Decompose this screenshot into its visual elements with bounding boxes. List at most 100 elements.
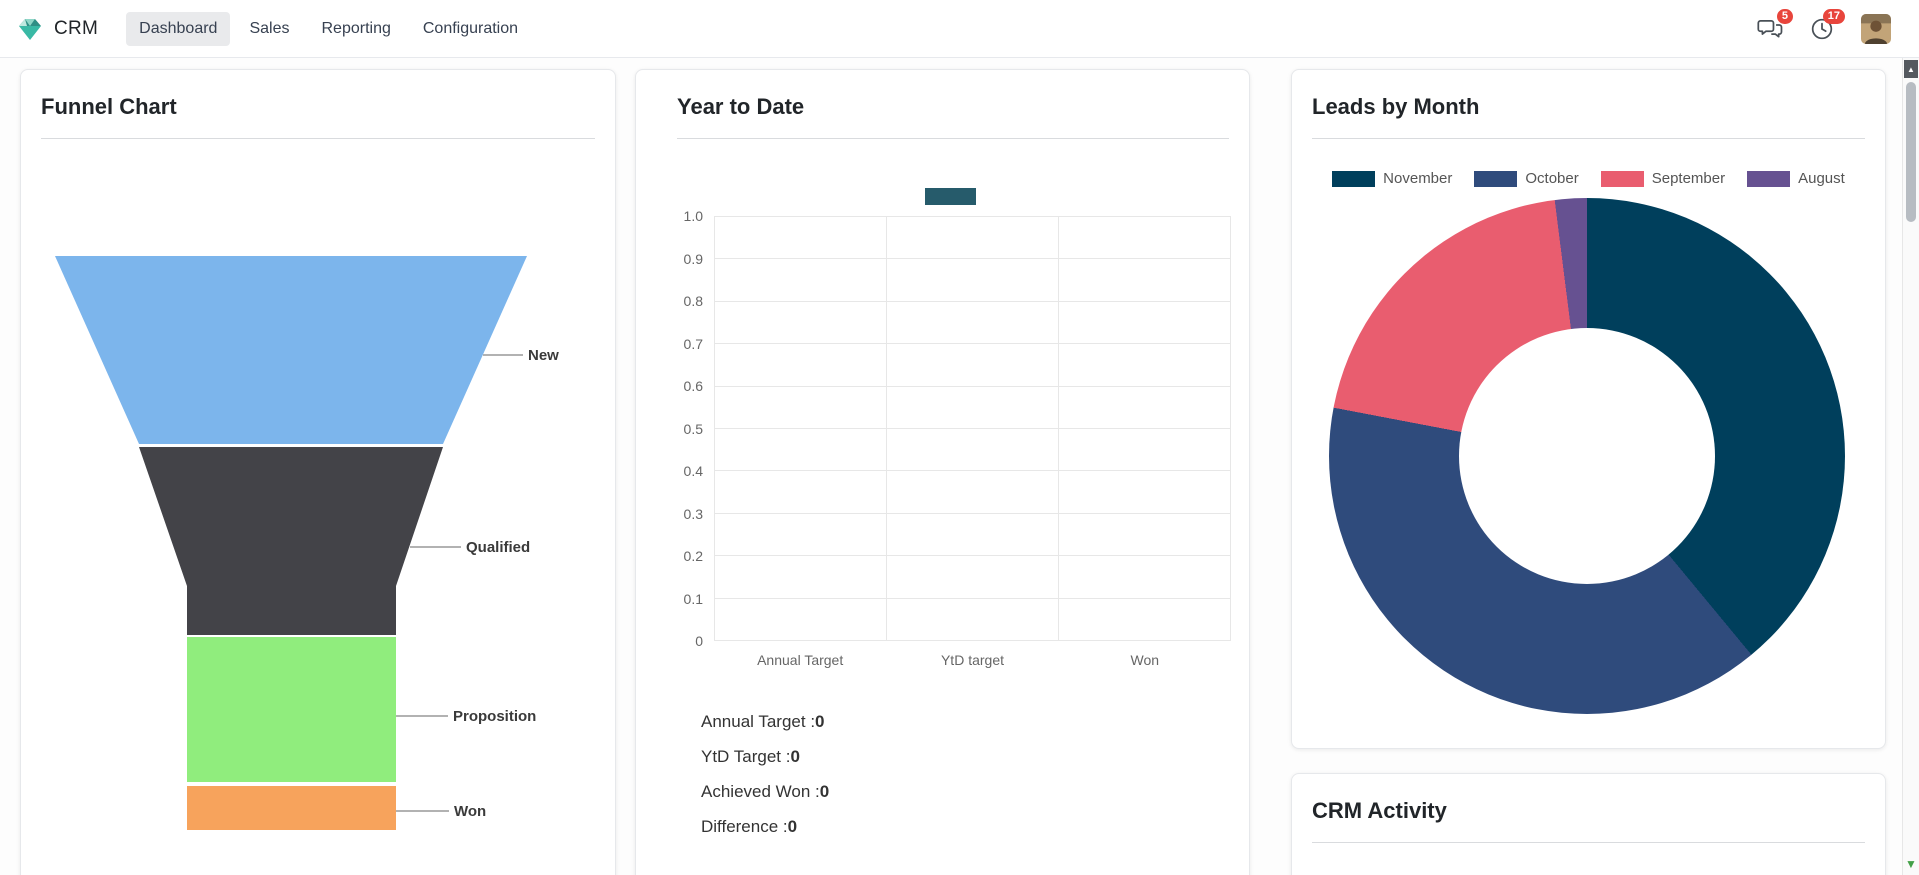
navbar-right: 5 17 <box>1757 8 1891 44</box>
leads-card-divider <box>1312 138 1865 139</box>
ytd-summary: Annual Target :0 YtD Target :0 Achieved Wo… <box>701 712 829 852</box>
activity-card-title: CRM Activity <box>1312 798 1447 823</box>
menu-item-sales[interactable]: Sales <box>249 19 290 37</box>
legend-item-august[interactable]: August <box>1747 170 1845 187</box>
top-menu: Dashboard Sales Reporting Configuration <box>126 11 531 46</box>
summary-label: Difference : <box>701 817 788 836</box>
legend-swatch <box>1474 170 1518 187</box>
legend-swatch <box>1600 170 1644 187</box>
clock-icon <box>1811 18 1833 39</box>
x-label: Won <box>1130 652 1160 668</box>
activities-button[interactable]: 17 <box>1809 8 1845 42</box>
crm-activity-card: CRM Activity <box>1291 773 1886 875</box>
legend-item-november[interactable]: November <box>1332 170 1452 187</box>
messages-badge: 5 <box>1776 8 1793 24</box>
ytd-y-axis: 1.0 0.9 0.8 0.7 0.6 0.5 0.4 0.3 0.2 0.1 0 <box>636 208 705 649</box>
gridline <box>714 385 1231 428</box>
funnel-chart-card: Funnel Chart New Qualified Proposition W… <box>20 69 616 875</box>
ytd-card-divider <box>677 138 1229 139</box>
legend-swatch <box>1747 170 1791 187</box>
summary-value: 0 <box>787 817 798 836</box>
ytd-card-title: Year to Date <box>677 94 805 119</box>
summary-label: YtD Target : <box>701 747 791 766</box>
y-tick: 0.6 <box>683 378 703 394</box>
summary-value: 0 <box>790 747 800 766</box>
legend-item-september[interactable]: September <box>1600 170 1726 187</box>
activity-card-divider <box>1312 842 1865 843</box>
summary-row: Difference :0 <box>701 817 829 837</box>
y-tick: 0.2 <box>683 548 703 564</box>
leads-donut[interactable] <box>1329 198 1845 714</box>
donut-legend: November October September August <box>1292 170 1885 187</box>
gridline <box>714 512 1231 555</box>
summary-value: 0 <box>815 712 825 731</box>
activities-badge: 17 <box>1822 8 1845 24</box>
scroll-up-button[interactable]: ▲ <box>1904 60 1918 78</box>
ytd-x-axis: Annual Target YtD target Won <box>714 652 1231 668</box>
summary-row: Annual Target :0 <box>701 712 829 732</box>
legend-label: November <box>1383 170 1453 187</box>
avatar-image <box>1861 13 1891 44</box>
funnel-segment-proposition[interactable] <box>187 637 396 782</box>
x-label: Annual Target <box>757 652 844 668</box>
funnel-segment-qualified[interactable] <box>139 447 443 635</box>
summary-label: Achieved Won : <box>701 782 820 801</box>
y-tick: 0.3 <box>683 505 703 522</box>
scroll-thumb[interactable] <box>1906 82 1916 222</box>
summary-row: YtD Target :0 <box>701 747 829 767</box>
funnel-label-new: New <box>528 347 559 364</box>
gridline <box>714 597 1231 640</box>
y-tick: 0 <box>695 633 703 649</box>
ytd-grid-rows <box>714 216 1231 641</box>
funnel-label-qualified: Qualified <box>466 539 530 556</box>
user-avatar[interactable] <box>1861 13 1891 44</box>
summary-label: Annual Target : <box>701 712 816 731</box>
menu-item-configuration[interactable]: Configuration <box>422 19 519 37</box>
menu-item-dashboard[interactable]: Dashboard <box>126 11 231 46</box>
legend-label: September <box>1651 170 1726 187</box>
ytd-grid-cols <box>714 216 1231 641</box>
ytd-legend-swatch[interactable] <box>925 188 976 205</box>
leads-by-month-card: Leads by Month November October September A… <box>1291 69 1886 749</box>
chat-icon <box>1757 19 1783 38</box>
scrollbar[interactable]: ▲ ▼ <box>1902 58 1919 875</box>
funnel-card-divider <box>41 138 595 139</box>
x-label: YtD target <box>940 652 1004 668</box>
y-tick: 0.7 <box>683 335 703 352</box>
gridline <box>714 300 1231 343</box>
legend-item-october[interactable]: October <box>1474 170 1579 187</box>
funnel-chart: New Qualified Proposition Won <box>55 256 559 830</box>
funnel-segment-won[interactable] <box>187 786 396 830</box>
legend-label: October <box>1525 170 1579 187</box>
menu-item-reporting[interactable]: Reporting <box>321 19 391 37</box>
ytd-column-2 <box>1058 216 1230 641</box>
leads-card-title: Leads by Month <box>1312 94 1480 119</box>
gridline <box>714 343 1231 385</box>
gridline <box>714 258 1231 300</box>
legend-label: August <box>1798 170 1845 187</box>
messages-button[interactable]: 5 <box>1757 8 1793 42</box>
gridline <box>714 428 1231 470</box>
ytd-column-0 <box>714 216 886 641</box>
funnel-label-won: Won <box>454 803 486 820</box>
legend-swatch <box>1332 170 1376 187</box>
summary-value: 0 <box>819 782 830 801</box>
y-tick: 1.0 <box>683 208 703 224</box>
funnel-label-proposition: Proposition <box>453 708 536 725</box>
summary-row: Achieved Won :0 <box>701 782 829 802</box>
ytd-column-1 <box>886 216 1058 641</box>
y-tick: 0.8 <box>683 293 703 309</box>
gridline <box>714 470 1231 512</box>
ytd-plot-area <box>714 216 1231 641</box>
y-tick: 0.4 <box>683 463 703 479</box>
funnel-card-title: Funnel Chart <box>41 94 177 119</box>
app-brand[interactable]: CRM <box>16 15 98 43</box>
gridline <box>714 216 1231 258</box>
funnel-segment-new[interactable] <box>55 256 527 444</box>
crm-app-icon <box>19 18 41 40</box>
top-navbar: CRM Dashboard Sales Reporting Configuration… <box>0 0 1919 58</box>
scroll-down-button[interactable]: ▼ <box>1905 857 1917 871</box>
y-tick: 0.9 <box>683 250 703 267</box>
app-name: CRM <box>54 17 99 39</box>
y-tick: 0.5 <box>683 420 703 437</box>
